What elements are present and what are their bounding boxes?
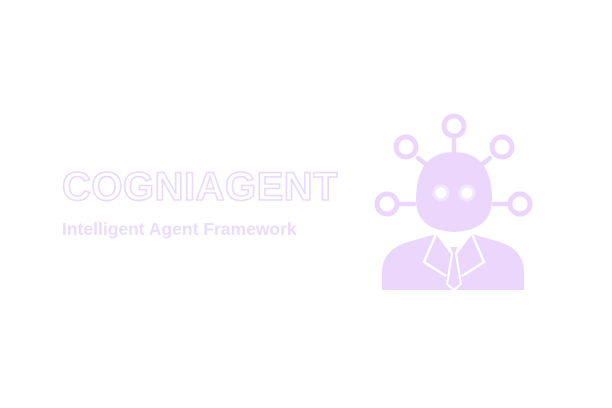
- node-top: [441, 113, 467, 139]
- brand-tagline: Intelligent Agent Framework: [62, 219, 297, 239]
- right-lapel: [461, 233, 486, 278]
- node-upper-right: [489, 134, 515, 160]
- robot-head: [416, 152, 492, 232]
- brand-name: COGNIAGENT: [61, 164, 339, 210]
- shirt-collar: [436, 232, 472, 258]
- node-upper-left: [393, 134, 419, 160]
- left-eye: [432, 184, 450, 202]
- node-right: [507, 191, 533, 217]
- robot-eyes: [432, 184, 476, 202]
- right-eye: [458, 184, 476, 202]
- left-lapel: [422, 233, 447, 278]
- brand-block: COGNIAGENT Intelligent Agent Framework: [61, 164, 362, 240]
- node-left: [374, 191, 400, 217]
- network-nodes: [374, 113, 533, 217]
- necktie: [445, 245, 463, 292]
- robot-agent-network-icon: [374, 113, 533, 292]
